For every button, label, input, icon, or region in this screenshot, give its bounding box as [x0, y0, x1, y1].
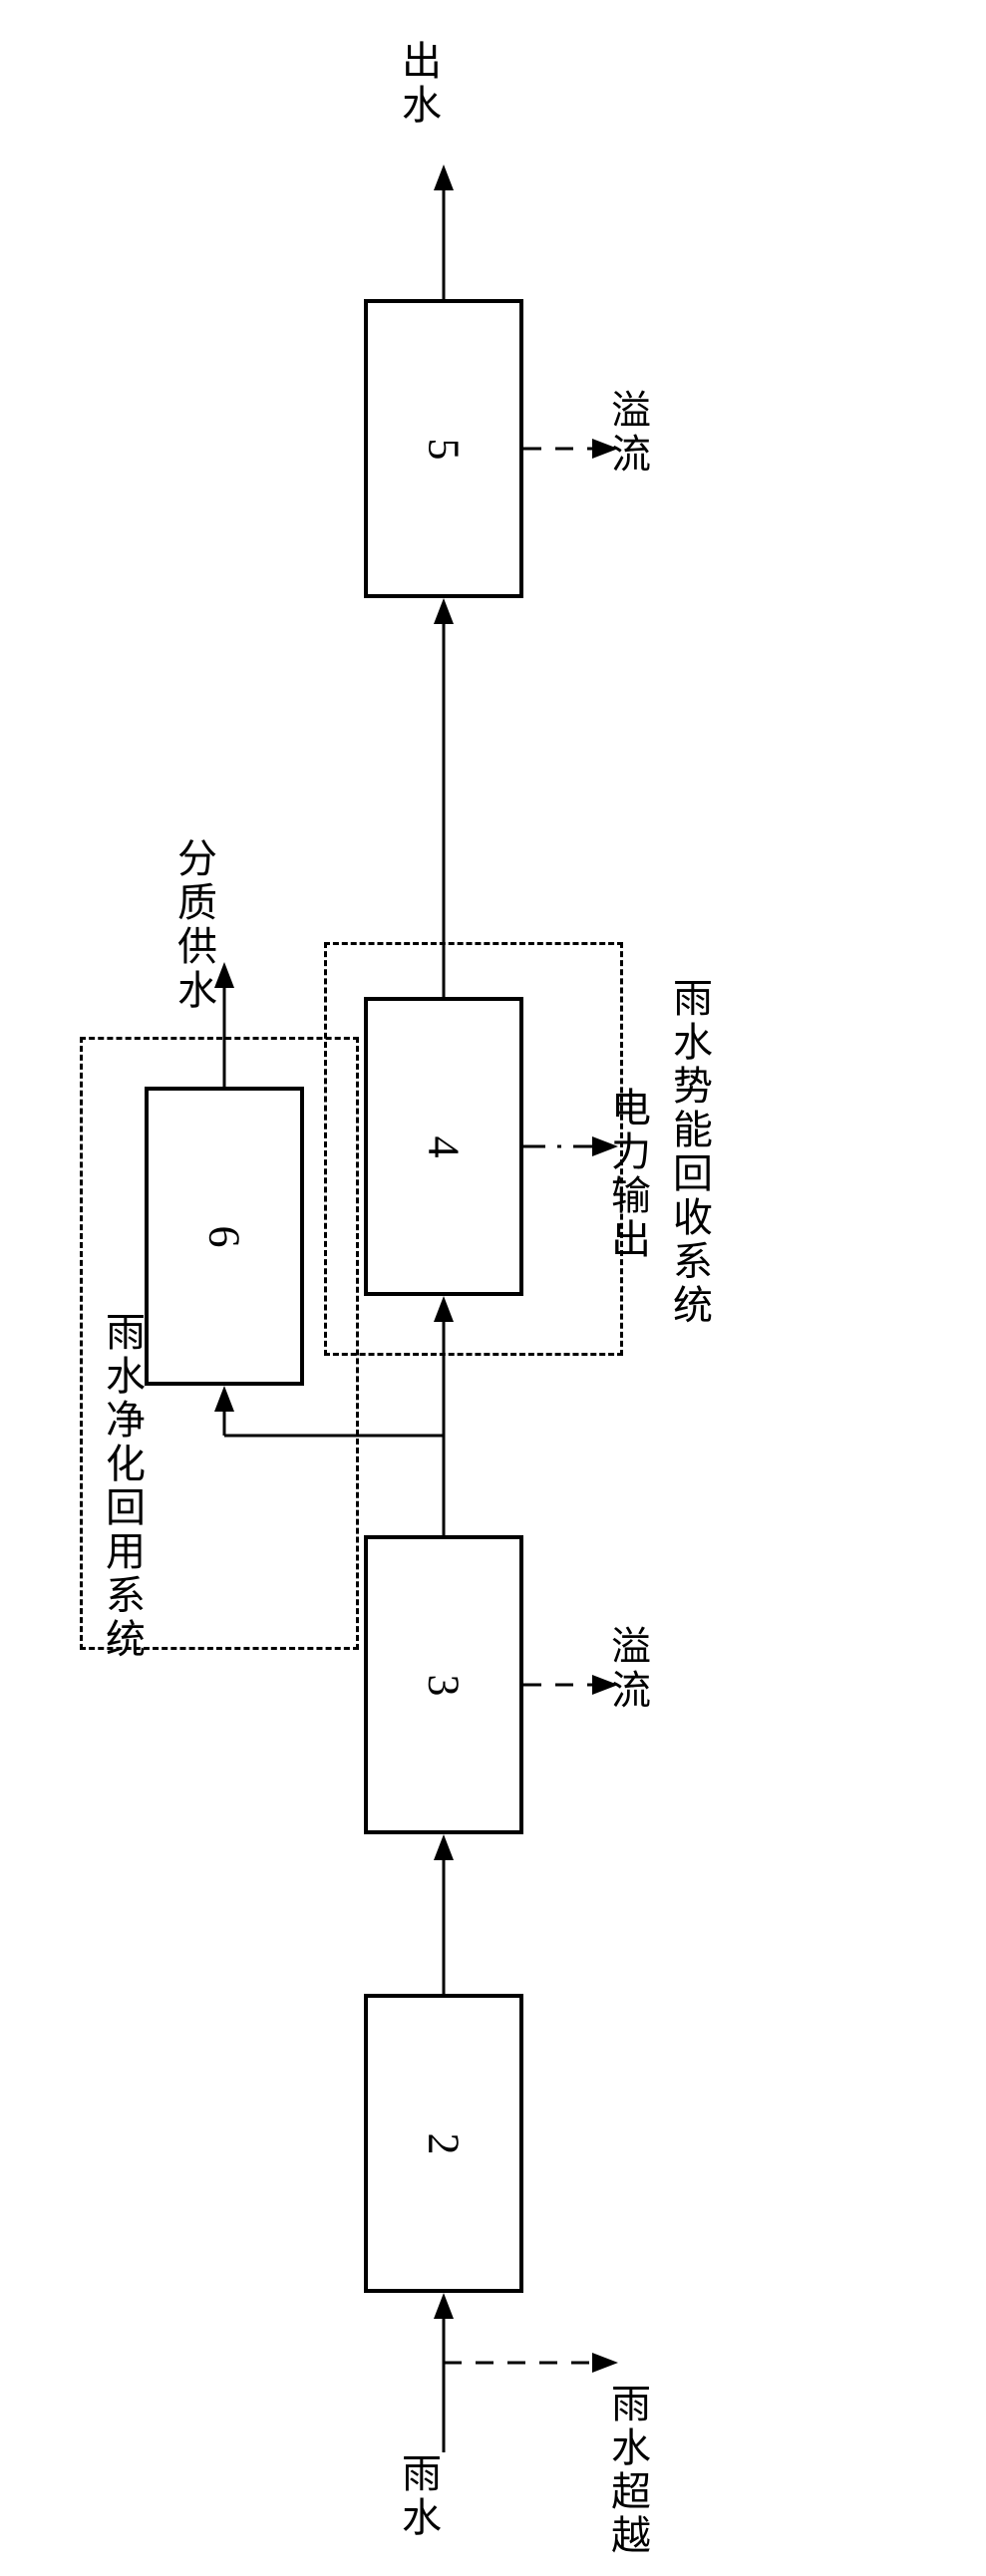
label-overflow-3: 溢流: [598, 1625, 656, 1713]
label-bypass: 雨水超越: [598, 2383, 656, 2558]
box-6: 6: [145, 1087, 304, 1386]
box-5: 5: [364, 299, 523, 598]
box-2: 2: [364, 1994, 523, 2293]
label-outlet: 出水: [389, 40, 447, 128]
box-4-num: 4: [419, 1135, 470, 1157]
box-2-num: 2: [419, 2132, 470, 2154]
box-3: 3: [364, 1535, 523, 1834]
box-4: 4: [364, 997, 523, 1296]
box-6-num: 6: [199, 1225, 250, 1247]
label-inlet: 雨水: [389, 2452, 447, 2540]
box-5-num: 5: [419, 438, 470, 460]
label-overflow-5: 溢流: [598, 389, 656, 477]
label-dual-supply: 分质供水: [164, 837, 222, 1013]
box-3-num: 3: [419, 1674, 470, 1696]
label-pe-recovery: 雨水势能回收系统: [660, 977, 718, 1328]
